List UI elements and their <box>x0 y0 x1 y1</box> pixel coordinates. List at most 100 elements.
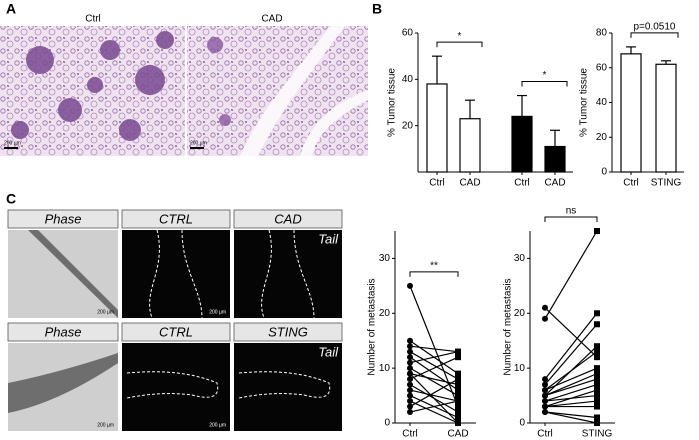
pair-line <box>544 389 598 408</box>
x-tick-label: Ctrl <box>429 178 445 189</box>
header-label: Phase <box>45 211 82 226</box>
point <box>594 387 600 394</box>
x-tick-label: Ctrl <box>623 178 639 189</box>
pair-line <box>544 367 598 391</box>
point <box>455 354 461 361</box>
pair-line <box>409 345 459 353</box>
point <box>542 409 548 416</box>
tail-label: Tail <box>318 231 339 246</box>
panel-label: A <box>6 1 16 17</box>
point <box>594 370 600 377</box>
pairs <box>542 228 600 426</box>
y-axis-label: Number of metastasis <box>503 278 514 375</box>
y-axis-label: % Tumor tissue <box>579 68 590 137</box>
point <box>407 376 413 383</box>
point <box>407 354 413 361</box>
point <box>455 348 461 355</box>
pair-line <box>409 285 459 407</box>
significance-bracket <box>436 41 483 48</box>
point <box>407 398 413 405</box>
point <box>407 370 413 377</box>
point <box>594 310 600 317</box>
point <box>455 387 461 394</box>
pair-line <box>409 400 459 413</box>
y-tick-label: 10 <box>514 363 526 374</box>
point <box>407 381 413 388</box>
x-tick-label: CAD <box>447 429 468 440</box>
header-label: CTRL <box>159 211 193 226</box>
header-box <box>121 209 231 229</box>
pair-line <box>544 400 598 408</box>
point <box>407 282 413 289</box>
y-tick-label: 80 <box>596 28 608 39</box>
y-tick-label: 20 <box>514 308 526 319</box>
micrograph <box>234 343 342 431</box>
pair-line <box>544 411 598 424</box>
bar <box>511 115 533 173</box>
scale-label: 200 µm <box>4 140 21 146</box>
header-box <box>233 322 343 342</box>
y-tick-label: 0 <box>601 167 607 178</box>
x-tick-label: Ctrl <box>402 429 418 440</box>
pair-line <box>544 411 598 419</box>
micrograph <box>234 230 342 318</box>
bar <box>544 145 566 173</box>
significance-bracket <box>521 81 568 87</box>
point <box>542 381 548 388</box>
scale-label: 200 µm <box>209 422 226 428</box>
point <box>407 409 413 416</box>
point <box>455 409 461 416</box>
point <box>594 354 600 361</box>
scale-label: 200 µm <box>97 422 114 428</box>
point <box>594 398 600 405</box>
pair-line <box>544 307 598 358</box>
significance-bracket <box>630 32 679 38</box>
x-tick-label: Ctrl <box>537 429 553 440</box>
y-tick-label: 20 <box>379 308 391 319</box>
point <box>594 376 600 383</box>
point <box>594 414 600 421</box>
embryo-outline <box>8 353 118 413</box>
pair-line <box>544 378 598 397</box>
y-axis-label: % Tumor tissue <box>387 68 398 137</box>
bar <box>426 83 448 173</box>
header-box <box>121 322 231 342</box>
bar <box>459 118 481 173</box>
pair-line <box>409 367 459 397</box>
header-box <box>7 322 119 342</box>
pairs <box>407 282 461 426</box>
pair-line <box>544 384 598 402</box>
scale-label: 200 µm <box>209 309 226 315</box>
point <box>407 403 413 410</box>
micrograph <box>122 343 230 431</box>
point <box>455 403 461 410</box>
point <box>407 365 413 372</box>
point <box>542 387 548 394</box>
point <box>594 348 600 355</box>
y-tick-label: 30 <box>514 253 526 264</box>
pair-line <box>544 323 598 385</box>
point <box>407 392 413 399</box>
micrograph <box>8 230 118 318</box>
histology-image <box>0 26 368 156</box>
significance-label: * <box>458 31 462 42</box>
y-tick-label: 0 <box>384 418 390 429</box>
point <box>594 403 600 410</box>
point <box>455 392 461 399</box>
panel-label: C <box>6 191 16 207</box>
point <box>594 420 600 426</box>
tail-label: Tail <box>318 344 339 359</box>
pair-line <box>409 373 459 424</box>
header-label: CTRL <box>159 324 193 339</box>
point <box>594 381 600 388</box>
point <box>542 403 548 410</box>
point <box>594 365 600 372</box>
pair-line <box>544 312 598 380</box>
pair-line <box>409 351 459 380</box>
point <box>542 315 548 322</box>
significance-bracket <box>409 271 459 277</box>
bar <box>620 53 642 173</box>
point <box>455 370 461 377</box>
y-tick-label: 30 <box>379 253 391 264</box>
